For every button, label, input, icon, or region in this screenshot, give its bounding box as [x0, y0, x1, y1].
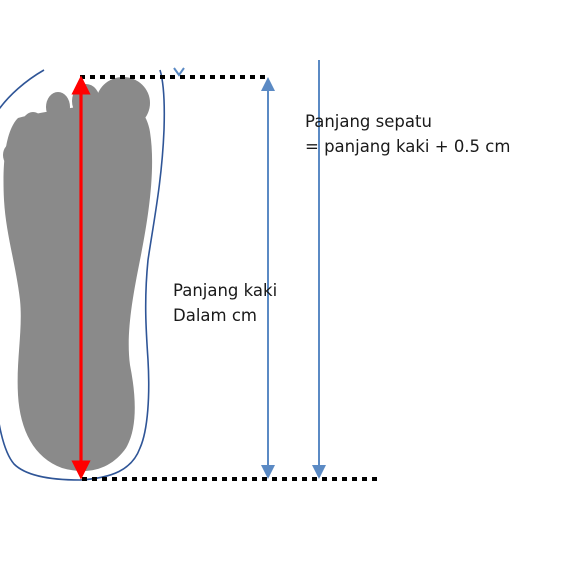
foot-length-label-line2: Dalam cm	[173, 306, 257, 325]
shoe-outline-icon	[0, 69, 166, 481]
foot-length-label: Panjang kaki Dalam cm	[173, 278, 277, 328]
footprint-icon	[3, 77, 153, 472]
shoe-length-label-line1: Panjang sepatu	[305, 112, 432, 131]
partial-arrow-tip-icon	[173, 67, 185, 77]
shoe-length-label: Panjang sepatu = panjang kaki + 0.5 cm	[305, 109, 510, 159]
shoe-length-label-line2: = panjang kaki + 0.5 cm	[305, 137, 511, 156]
foot-length-label-line1: Panjang kaki	[173, 281, 278, 300]
